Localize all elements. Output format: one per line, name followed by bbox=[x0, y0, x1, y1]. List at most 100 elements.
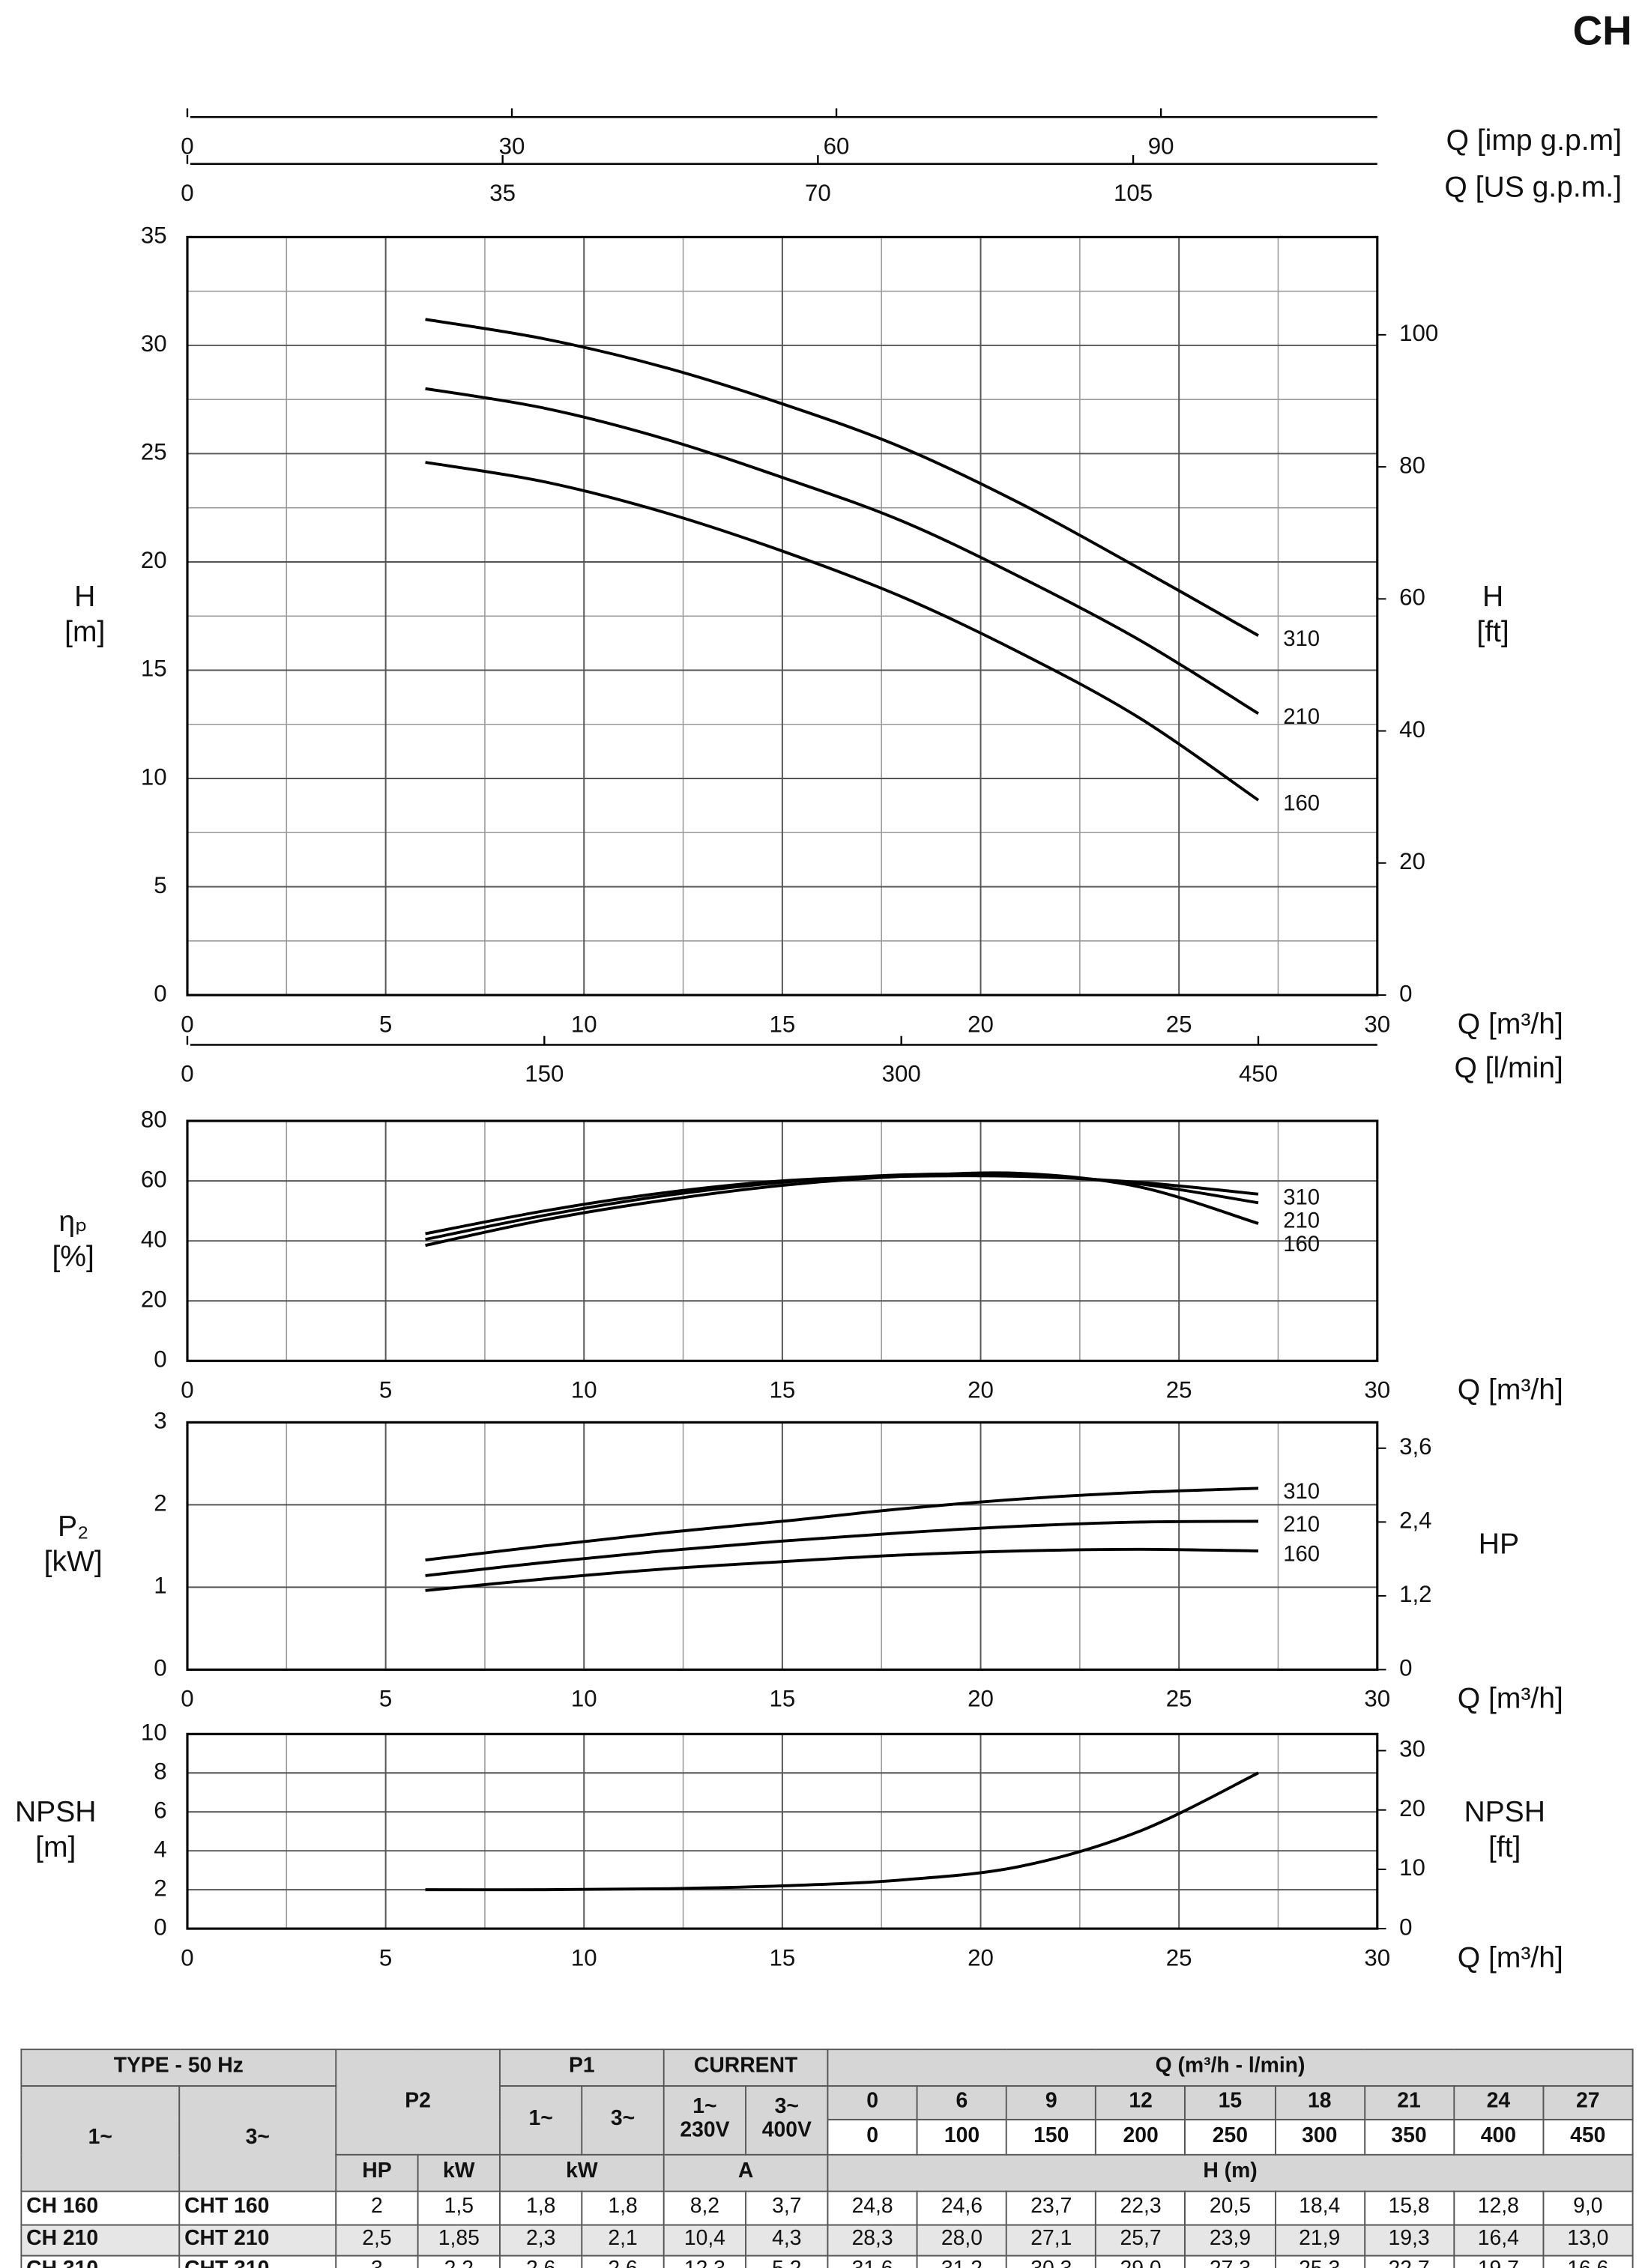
table-cell: 19,3 bbox=[1363, 2224, 1455, 2257]
table-cell: 10,4 bbox=[662, 2224, 747, 2257]
y2-axis-label: NPSH bbox=[1464, 1796, 1545, 1828]
x-tick-label: 5 bbox=[379, 1011, 392, 1037]
table-cell: 28,3 bbox=[827, 2224, 918, 2257]
header-text: 1~ bbox=[692, 2095, 717, 2120]
header-cell: 1~ 230V bbox=[662, 2085, 747, 2156]
x-tick-label: 25 bbox=[1166, 1944, 1192, 1971]
data-line bbox=[425, 1771, 1259, 1892]
y2-tick-label: 10 bbox=[1399, 1854, 1425, 1881]
table-cell: 15 bbox=[1184, 2085, 1276, 2120]
header-text: 230V bbox=[680, 2118, 730, 2143]
x-tick-label: 0 bbox=[181, 1377, 193, 1403]
plot-border bbox=[186, 1732, 1379, 1930]
series-label: 310 bbox=[1283, 1185, 1320, 1209]
y2-tick-label: 20 bbox=[1399, 1795, 1425, 1821]
y-tick-label: 60 bbox=[141, 1166, 167, 1192]
series-label: 210 bbox=[1283, 1209, 1320, 1233]
y-tick-label: 35 bbox=[141, 223, 167, 249]
table-cell: 29,0 bbox=[1095, 2255, 1186, 2268]
table-cell: CHT 310 bbox=[178, 2255, 337, 2268]
table-cell: 2,6 bbox=[581, 2255, 665, 2268]
table-cell: 27,3 bbox=[1184, 2255, 1276, 2268]
table-cell: 12 bbox=[1095, 2085, 1186, 2120]
header-cell: 1~ bbox=[499, 2085, 583, 2156]
series-label: 160 bbox=[1283, 1542, 1320, 1567]
y2-tick-label: 100 bbox=[1399, 320, 1438, 346]
x-tick-label: 10 bbox=[571, 1686, 597, 1712]
x-axis-label: Q [m³/h] bbox=[1458, 1941, 1563, 1974]
table-cell: 350 bbox=[1363, 2118, 1455, 2156]
table-cell: 24,6 bbox=[916, 2190, 1008, 2226]
header-cell: A bbox=[662, 2153, 829, 2192]
table-cell: CH 160 bbox=[20, 2190, 181, 2226]
table-cell: 15,8 bbox=[1363, 2190, 1455, 2226]
table-cell: 250 bbox=[1184, 2118, 1276, 2156]
table-cell: CH 310 bbox=[20, 2255, 181, 2268]
series-label: 310 bbox=[1283, 1479, 1320, 1504]
x-tick-label: 25 bbox=[1166, 1377, 1192, 1403]
secondary-tick-label: 450 bbox=[1239, 1061, 1278, 1087]
plot-border bbox=[186, 1421, 1379, 1671]
table-cell: 25,3 bbox=[1274, 2255, 1365, 2268]
y-axis-label: P₂ bbox=[58, 1511, 88, 1543]
table-cell: 2,1 bbox=[581, 2224, 665, 2257]
x-tick-label: 15 bbox=[770, 1686, 796, 1712]
x-tick-label: 5 bbox=[379, 1377, 392, 1403]
secondary-tick-label: 90 bbox=[1148, 133, 1174, 160]
table-cell: 30,3 bbox=[1006, 2255, 1097, 2268]
y-axis-label: [kW] bbox=[44, 1546, 103, 1578]
x-tick-label: 30 bbox=[1364, 1011, 1390, 1037]
data-line bbox=[425, 1547, 1259, 1592]
header-cell: Q (m³/h - l/min) bbox=[827, 2048, 1634, 2087]
x-tick-label: 10 bbox=[571, 1944, 597, 1971]
series-label: 160 bbox=[1283, 1232, 1320, 1257]
table-cell: 150 bbox=[1006, 2118, 1097, 2156]
data-line bbox=[425, 1487, 1259, 1562]
header-cell: H (m) bbox=[827, 2153, 1634, 2192]
secondary-tick-label: 35 bbox=[489, 180, 516, 206]
data-line bbox=[425, 387, 1260, 715]
secondary-axis-label: Q [l/min] bbox=[1454, 1052, 1563, 1084]
header-cell: 3~ bbox=[178, 2085, 337, 2192]
secondary-tick-label: 0 bbox=[181, 133, 193, 160]
secondary-tick-label: 0 bbox=[181, 180, 193, 206]
y-axis-label: [%] bbox=[52, 1241, 94, 1273]
y2-tick-label: 0 bbox=[1399, 1914, 1412, 1940]
y2-tick-label: 0 bbox=[1399, 1655, 1412, 1681]
y-tick-label: 10 bbox=[141, 763, 167, 790]
header-row: 1~ 3~ 1~ 3~ 1~ 230V 3~ 400V 0 6 9 12 15 18 21 24 2… bbox=[20, 2085, 1634, 2192]
table-cell: 27,1 bbox=[1006, 2224, 1097, 2257]
table-cell: 2,2 bbox=[417, 2255, 501, 2268]
y2-tick-label: 60 bbox=[1399, 584, 1425, 611]
table-cell: 2,6 bbox=[499, 2255, 583, 2268]
y-axis-label: NPSH bbox=[15, 1796, 97, 1828]
x-tick-label: 10 bbox=[571, 1011, 597, 1037]
x-tick-label: 5 bbox=[379, 1944, 392, 1971]
table-row: CH 310CHT 31032,22,62,612,35,231,631,230… bbox=[20, 2255, 1634, 2268]
y2-tick-label: 1,2 bbox=[1399, 1581, 1431, 1607]
y-tick-label: 25 bbox=[141, 439, 167, 465]
y-tick-label: 40 bbox=[141, 1226, 167, 1252]
y-tick-label: 6 bbox=[154, 1797, 166, 1823]
table-cell: 400 bbox=[1452, 2118, 1545, 2156]
table-cell: 5,2 bbox=[745, 2255, 829, 2268]
y-axis-label: [m] bbox=[35, 1831, 76, 1863]
header-cell: P2 bbox=[335, 2048, 501, 2156]
table-container: TYPE - 50 Hz P2 P1 CURRENT Q (m³/h - l/m… bbox=[20, 2048, 1634, 2268]
table-cell: 16,4 bbox=[1452, 2224, 1545, 2257]
x-tick-label: 10 bbox=[571, 1377, 597, 1403]
header-text: 3~ bbox=[774, 2095, 799, 2120]
table-cell: 22,3 bbox=[1095, 2190, 1186, 2226]
x-tick-label: 0 bbox=[181, 1944, 193, 1971]
header-row: TYPE - 50 Hz P2 P1 CURRENT Q (m³/h - l/m… bbox=[20, 2048, 1634, 2156]
x-tick-label: 30 bbox=[1364, 1377, 1390, 1403]
table-cell: 3,7 bbox=[745, 2190, 829, 2226]
data-line bbox=[425, 461, 1260, 802]
table-cell: 1,8 bbox=[499, 2190, 583, 2226]
table-cell: 1,5 bbox=[417, 2190, 501, 2226]
table-cell: 28,0 bbox=[916, 2224, 1008, 2257]
data-line bbox=[425, 1519, 1259, 1577]
header-cell: 3~ bbox=[581, 2085, 665, 2156]
table-cell: 0 bbox=[827, 2085, 918, 2120]
secondary-tick-label: 70 bbox=[805, 180, 831, 206]
